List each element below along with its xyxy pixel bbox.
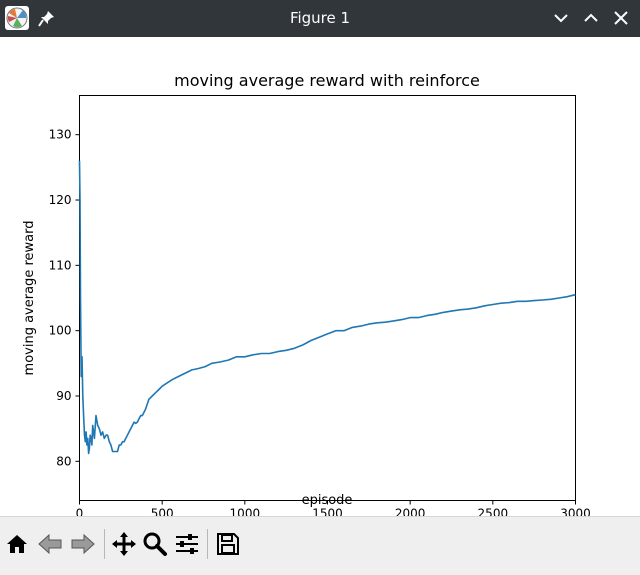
home-button[interactable] [3,528,31,560]
x-tick-label: 2000 [395,507,426,517]
matplotlib-app-icon[interactable] [5,6,29,30]
window-title: Figure 1 [289,9,351,27]
back-icon [38,533,62,555]
x-tick-label: 500 [151,507,174,517]
save-icon [217,533,239,555]
x-tick-label: 1000 [230,507,261,517]
y-tick-label: 130 [49,128,72,142]
zoom-icon [143,532,167,556]
back-button[interactable] [36,528,64,560]
save-button[interactable] [214,528,242,560]
toolbar-separator [104,529,105,559]
x-tick-label: 3000 [560,507,591,517]
pin-icon[interactable] [38,9,56,27]
pan-icon [112,532,136,556]
figure-canvas[interactable]: moving average reward with reinforce 0 50… [0,37,640,521]
y-tick-label: 80 [56,454,71,468]
maximize-button[interactable] [582,9,600,27]
close-button[interactable] [612,9,630,27]
x-tick-label: 2500 [478,507,509,517]
x-axis-label: episode [302,493,353,508]
close-icon [614,11,628,25]
y-axis: 80 90 100 110 120 130 [49,128,80,468]
series-line [78,160,576,455]
configure-subplots-button[interactable] [173,528,201,560]
zoom-button[interactable] [141,528,169,560]
home-icon [7,535,27,553]
window-titlebar: Figure 1 [0,0,640,37]
y-tick-label: 110 [49,258,72,272]
line-chart: moving average reward with reinforce 0 50… [22,71,591,521]
x-tick-label: 0 [76,507,84,517]
chevron-up-icon [584,13,598,22]
y-tick-label: 120 [49,193,72,207]
toolbar-separator [207,529,208,559]
forward-button[interactable] [69,528,97,560]
y-tick-label: 100 [49,324,72,338]
chevron-down-icon [554,14,568,23]
forward-icon [71,533,95,555]
configure-subplots-icon [176,534,198,554]
chart-title: moving average reward with reinforce [174,71,480,90]
navigation-toolbar [0,516,640,575]
y-tick-label: 90 [56,389,71,403]
y-axis-label: moving average reward [22,221,37,376]
plot-area [79,95,576,501]
minimize-button[interactable] [552,9,570,27]
pan-button[interactable] [110,528,138,560]
